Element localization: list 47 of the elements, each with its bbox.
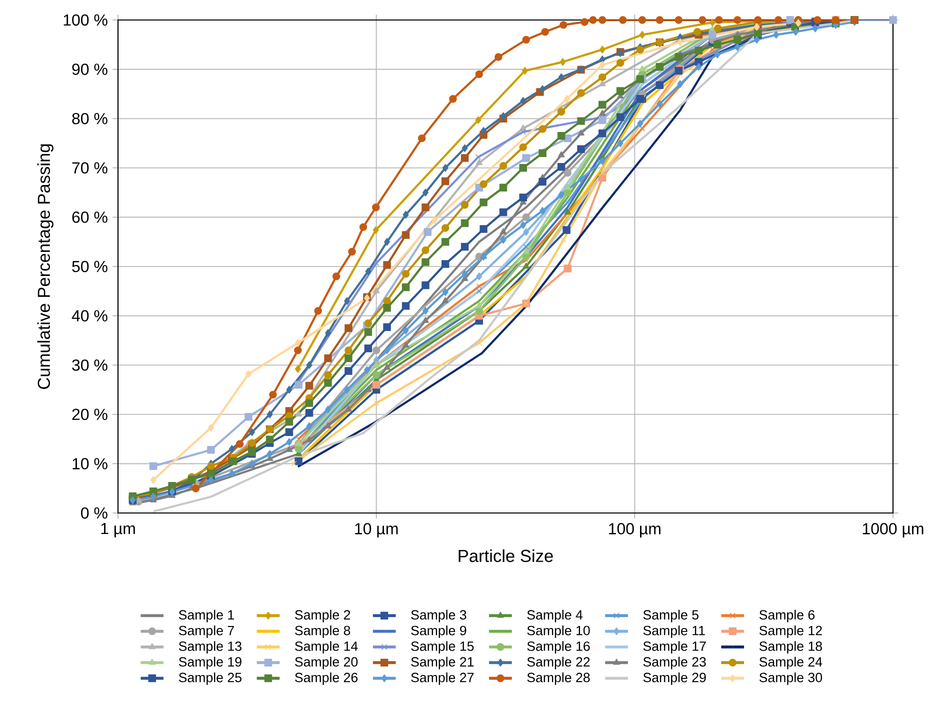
legend-label: Sample 19 bbox=[178, 656, 242, 670]
y-tick-label: 10 % bbox=[72, 458, 108, 470]
legend-label: Sample 3 bbox=[411, 610, 466, 622]
legend-label: Sample 20 bbox=[295, 656, 358, 670]
y-tick-label: 60 % bbox=[72, 212, 108, 223]
legend-label: Sample 13 bbox=[178, 641, 242, 654]
legend-label: Sample 14 bbox=[295, 641, 358, 654]
legend-label: Sample 11 bbox=[643, 625, 705, 638]
legend-label: Sample 21 bbox=[411, 656, 474, 670]
y-axis-title: Cumulative Percentage Passing bbox=[37, 144, 54, 389]
legend-label: Sample 7 bbox=[178, 625, 234, 638]
y-tick-label: 70 % bbox=[72, 162, 108, 174]
legend-label: Sample 1 bbox=[178, 610, 234, 622]
legend-label: Sample 12 bbox=[759, 625, 822, 638]
legend-label: Sample 17 bbox=[643, 641, 706, 654]
legend-label: Sample 22 bbox=[527, 656, 590, 670]
legend-label: Sample 10 bbox=[527, 625, 590, 638]
y-tick-label: 40 % bbox=[72, 310, 108, 322]
legend-label: Sample 30 bbox=[759, 672, 822, 685]
legend-label: Sample 15 bbox=[411, 641, 474, 654]
y-tick-label: 0 % bbox=[81, 507, 108, 519]
y-tick-label: 30 % bbox=[72, 359, 108, 371]
legend-label: Sample 26 bbox=[295, 672, 358, 685]
y-tick-label: 90 % bbox=[72, 64, 108, 75]
y-tick-label: 100 % bbox=[64, 14, 108, 26]
x-tick-label: 100 µm bbox=[609, 523, 660, 538]
legend-label: Sample 8 bbox=[295, 625, 350, 638]
legend-label: Sample 18 bbox=[759, 641, 822, 654]
y-tick-label: 80 % bbox=[72, 112, 108, 124]
legend-label: Sample 23 bbox=[643, 656, 706, 670]
legend-label: Sample 25 bbox=[178, 672, 242, 685]
legend-label: Sample 29 bbox=[643, 672, 706, 685]
x-tick-label: 10 µm bbox=[355, 523, 398, 538]
legend-label: Sample 5 bbox=[643, 610, 698, 622]
legend-label: Sample 4 bbox=[527, 610, 583, 622]
legend-label: Sample 24 bbox=[759, 656, 822, 670]
x-axis-title: Particle Size bbox=[458, 549, 553, 562]
x-tick-label: 1 µm bbox=[101, 523, 135, 538]
y-tick-label: 20 % bbox=[72, 408, 108, 420]
x-tick-label: 1000 µm bbox=[862, 523, 924, 538]
legend-label: Sample 28 bbox=[527, 672, 590, 685]
y-tick-label: 50 % bbox=[72, 260, 108, 272]
legend-label: Sample 16 bbox=[527, 641, 590, 654]
legend-label: Sample 27 bbox=[411, 672, 474, 685]
legend-label: Sample 2 bbox=[295, 610, 350, 622]
legend-label: Sample 6 bbox=[759, 610, 815, 622]
legend-label: Sample 9 bbox=[411, 625, 466, 638]
